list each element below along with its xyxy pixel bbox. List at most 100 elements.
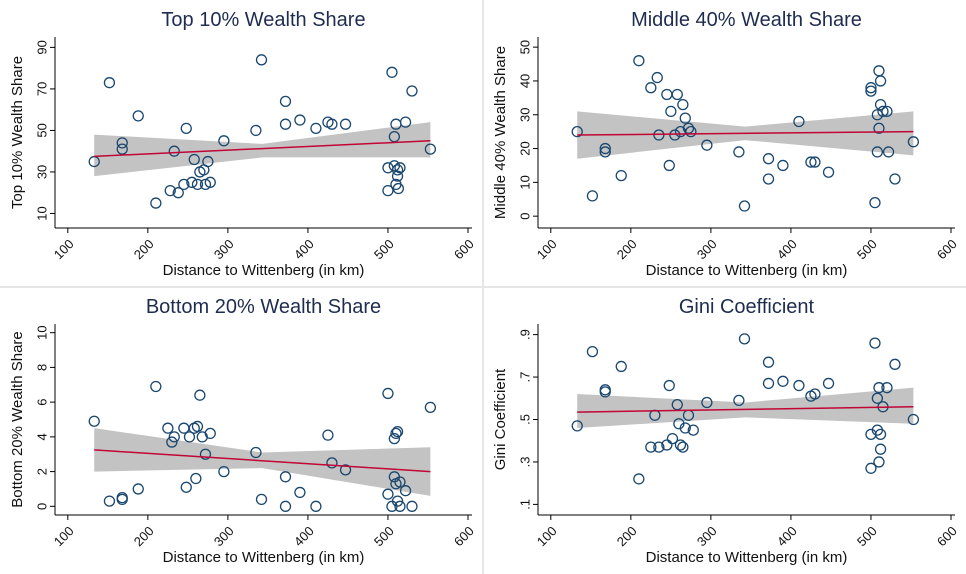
scatter-point — [382, 162, 394, 174]
x-tick-label: 300 — [211, 523, 237, 549]
x-tick-label: 600 — [934, 236, 960, 262]
scatter-point — [190, 472, 202, 485]
scatter-point — [88, 415, 100, 427]
scatter-point — [386, 66, 398, 78]
scatter-point — [733, 146, 745, 158]
scatter-point — [382, 488, 394, 500]
scatter-point — [250, 124, 262, 137]
scatter-point — [586, 345, 599, 358]
x-tick-label: 100 — [51, 523, 77, 549]
scatter-point — [204, 176, 216, 188]
scatter-point — [394, 162, 406, 174]
scatter-point — [218, 135, 230, 147]
scatter-point — [701, 396, 713, 409]
y-tick-label: 20 — [517, 141, 532, 155]
y-tick-label: 6 — [34, 399, 49, 406]
y-tick-label: 10 — [517, 175, 532, 189]
scatter-point — [168, 431, 180, 443]
scatter-point — [865, 82, 877, 94]
scatter-point — [865, 462, 877, 474]
y-tick-label: .7 — [517, 372, 532, 383]
y-tick-label: .5 — [517, 414, 532, 425]
scatter-point — [865, 85, 877, 97]
x-tick-label: 100 — [51, 236, 77, 262]
scatter-point — [391, 164, 404, 176]
scatter-point — [762, 153, 775, 165]
scatter-point — [822, 377, 835, 390]
scatter-point — [391, 495, 404, 507]
x-tick-label: 400 — [291, 236, 317, 262]
panel-title: Top 10% Wealth Share — [161, 9, 365, 31]
y-tick-label: 90 — [34, 40, 49, 54]
x-tick-label: 200 — [614, 236, 640, 262]
confidence-band — [577, 387, 914, 428]
scatter-point — [679, 112, 691, 124]
scatter-point — [738, 200, 751, 212]
x-tick-label: 500 — [371, 236, 397, 262]
scatter-point — [178, 178, 190, 191]
scatter-point — [116, 493, 128, 506]
scatter-point — [661, 439, 673, 451]
scatter-point — [777, 159, 789, 172]
scatter-point — [310, 500, 322, 512]
y-tick-label: 0 — [517, 213, 532, 220]
scatter-point — [180, 122, 192, 134]
x-tick-label: 200 — [131, 236, 157, 262]
y-tick-label: .1 — [517, 499, 532, 510]
scatter-point — [669, 129, 681, 141]
confidence-band — [577, 111, 914, 159]
x-tick-label: 300 — [694, 236, 720, 262]
scatter-point — [809, 388, 821, 400]
y-tick-label: 50 — [34, 123, 49, 137]
scatter-point — [390, 427, 402, 440]
scatter-point — [279, 95, 292, 108]
fit-line — [577, 406, 914, 413]
x-axis-label: Distance to Wittenberg (in km) — [646, 549, 848, 566]
scatter-point — [633, 473, 645, 485]
scatter-point — [762, 173, 775, 185]
scatter-point — [738, 333, 751, 345]
x-axis-label: Distance to Wittenberg (in km) — [163, 549, 365, 566]
scatter-point — [150, 380, 162, 393]
scatter-point — [399, 116, 412, 128]
scatter-point — [172, 187, 184, 199]
scatter-point — [599, 386, 611, 398]
panel: Gini Coefficient .1 .3 .5 .7 .9 100 200 300 400 50… — [492, 296, 960, 566]
y-tick-label: 40 — [517, 74, 532, 88]
scatter-point — [873, 382, 885, 394]
scatter-point — [339, 118, 352, 130]
scatter-point — [168, 145, 180, 157]
scatter-point — [132, 110, 144, 122]
x-tick-label: 400 — [774, 523, 800, 549]
scatter-point — [424, 143, 437, 155]
scatter-point — [103, 77, 116, 89]
scatter-point — [218, 465, 230, 478]
scatter-point — [294, 114, 306, 126]
scatter-point — [382, 184, 394, 197]
scatter-point — [687, 424, 699, 436]
fit-line — [94, 449, 431, 473]
scatter-point — [907, 413, 920, 426]
fit-line — [577, 130, 914, 136]
scatter-point — [382, 387, 394, 400]
scatter-point — [255, 54, 268, 66]
scatter-point — [162, 422, 174, 434]
scatter-point — [871, 109, 884, 121]
scatter-point — [677, 98, 689, 111]
panel-title: Gini Coefficient — [679, 296, 815, 318]
scatter-point — [103, 495, 116, 507]
y-tick-label: 8 — [34, 364, 49, 371]
scatter-point — [615, 169, 627, 182]
scatter-point — [874, 428, 887, 441]
scatter-point — [633, 55, 645, 67]
scatter-point — [391, 170, 404, 182]
scatter-point — [202, 155, 214, 168]
scatter-point — [180, 481, 192, 493]
y-axis-label: Bottom 20% Wealth Share — [9, 331, 26, 507]
x-tick-label: 500 — [854, 523, 880, 549]
scatter-point — [599, 146, 611, 158]
x-tick-label: 400 — [774, 236, 800, 262]
scatter-point — [871, 392, 884, 404]
scatter-point — [645, 441, 657, 453]
scatter-point — [310, 122, 322, 134]
